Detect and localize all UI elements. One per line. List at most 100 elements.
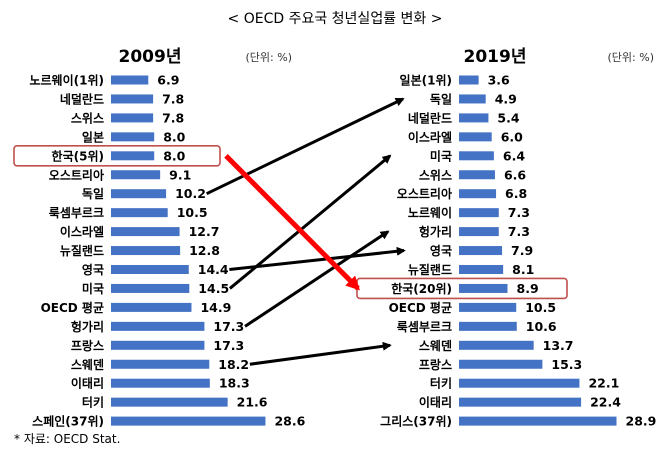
bar-2009-category-label: 미국 [82, 281, 104, 296]
bar-2019-category-label: 스위스 [419, 168, 452, 182]
bar-2019-category-label: 그리스(37위) [380, 414, 452, 429]
bar-2019-bar [459, 75, 479, 85]
bar-2009-category-label: 뉴질랜드 [60, 243, 104, 258]
bar-2009-bar [111, 208, 168, 218]
bar-2019-value-label: 6.8 [505, 186, 527, 201]
bar-2019-bar [459, 265, 504, 274]
bar-2019-value-label: 6.0 [501, 129, 523, 144]
bar-2019-value-label: 22.4 [590, 395, 621, 410]
bar-2019-category-label: 독일 [430, 92, 452, 106]
bar-2009-value-label: 12.8 [189, 243, 220, 258]
chart-title: < OECD 주요국 청년실업률 변화 > [228, 11, 443, 27]
bar-2019-value-label: 13.7 [543, 338, 574, 353]
bar-2009-value-label: 17.3 [213, 319, 244, 334]
bar-2019-category-label: 일본(1위) [400, 74, 452, 88]
panel-2019-unit: (단위: %) [608, 51, 654, 64]
bar-2019-value-label: 6.4 [503, 148, 525, 163]
bar-2019-category-label: 프랑스 [419, 358, 452, 372]
bar-2009-value-label: 7.8 [162, 110, 184, 125]
bar-2009-value-label: 8.0 [163, 148, 185, 163]
bar-2019-bar [459, 302, 517, 312]
bar-2009-highlight-box [13, 145, 221, 167]
bar-2019-bar [459, 208, 499, 218]
panel-2009-title: 2009년 [119, 47, 182, 67]
bar-2009-category-label: 이태리 [71, 376, 104, 391]
bar-2019-value-label: 15.3 [551, 357, 582, 372]
bar-2009-value-label: 18.2 [218, 357, 249, 372]
bar-2009-bar [111, 189, 167, 199]
bar-2009-value-label: 28.6 [274, 414, 305, 429]
panel-2009-bars: 노르웨이(1위) 6.9 네덜란드 7.8 스위스 7.8 일본 8.0 한국(5위) 8.0 오스… [13, 73, 306, 429]
bar-2019-value-label: 3.6 [488, 73, 510, 88]
bar-2009-category-label: 노르웨이(1위) [29, 73, 104, 88]
panel-2019-title: 2019년 [464, 47, 527, 67]
bar-2009-category-label: 스웨덴 [71, 357, 104, 372]
bar-2019-bar [459, 359, 543, 369]
bar-2019-value-label: 4.9 [495, 91, 517, 106]
bar-2019-category-label: 뉴질랜드 [408, 262, 452, 277]
bar-2019-bar [459, 378, 580, 388]
bar-2019-value-label: 7.9 [511, 243, 533, 258]
bar-2019-value-label: 22.1 [588, 376, 619, 391]
bar-2019-value-label: 10.5 [525, 300, 556, 315]
bar-2009-bar [111, 416, 266, 426]
bar-2019-category-label: 스웨덴 [419, 338, 452, 353]
bar-2009-value-label: 21.6 [237, 395, 268, 410]
rank-arrow [244, 230, 390, 328]
bar-2019-category-label: 한국(20위) [391, 281, 452, 296]
bar-2009-bar [111, 132, 155, 142]
bar-2019-bar [459, 94, 486, 104]
bar-2019-bar [459, 132, 492, 142]
bar-2019-bar [459, 189, 497, 199]
bar-2009-value-label: 14.4 [198, 262, 229, 277]
panel-2009-unit: (단위: %) [246, 51, 292, 64]
bar-2009-value-label: 17.3 [213, 338, 244, 353]
bar-2019-bar [459, 416, 617, 426]
bar-2009-bar [111, 340, 205, 350]
bar-2009-category-label: 일본 [82, 130, 104, 144]
bar-2019-bar [459, 227, 499, 237]
bar-2019-category-label: 룩셈부르크 [397, 319, 452, 334]
bar-2009-value-label: 10.5 [177, 205, 208, 220]
bar-2009-value-label: 9.1 [169, 167, 191, 182]
bar-2009-bar [111, 283, 190, 293]
rank-arrow [249, 341, 392, 366]
bar-2019-value-label: 8.1 [512, 262, 534, 277]
bar-2009-bar [111, 321, 205, 331]
bar-2009-category-label: 헝가리 [71, 319, 104, 334]
bar-2019-value-label: 28.9 [626, 414, 657, 429]
bar-2019-bar [459, 246, 503, 256]
bar-2009-value-label: 6.9 [157, 73, 179, 88]
bar-2019-value-label: 7.3 [508, 205, 530, 220]
bar-2019-bar [459, 340, 534, 350]
bar-2009-value-label: 12.7 [189, 224, 220, 239]
bar-2019-value-label: 10.6 [526, 319, 557, 334]
bar-2009-category-label: 영국 [82, 262, 104, 277]
bar-2019-category-label: 터키 [430, 376, 452, 391]
bar-2009-bar [111, 170, 161, 180]
bar-2019-category-label: OECD 평균 [389, 301, 452, 315]
bar-2009-bar [111, 265, 189, 274]
bar-2009-value-label: 18.3 [219, 376, 250, 391]
bar-2009-category-label: 이스라엘 [60, 224, 104, 239]
bar-2019-bar [459, 113, 489, 123]
bar-2009-category-label: 스페인(37위) [32, 414, 104, 429]
bar-2019-value-label: 6.6 [504, 167, 526, 182]
bar-2019-bar [459, 151, 494, 161]
bar-2009-bar [111, 113, 154, 123]
bar-2009-bar [111, 94, 154, 104]
bar-2009-bar [111, 151, 155, 161]
bar-2009-category-label: 오스트리아 [49, 167, 104, 182]
bar-2019-bar [459, 397, 582, 407]
bar-2019-value-label: 7.3 [508, 224, 530, 239]
bar-2009-category-label: 룩셈부르크 [49, 205, 104, 220]
bar-2009-category-label: 한국(5위) [52, 148, 104, 163]
bar-2009-bar [111, 359, 210, 369]
bar-2019-bar [459, 283, 508, 293]
bar-2009-value-label: 7.8 [162, 91, 184, 106]
panel-2019-bars: 일본(1위) 3.6 독일 4.9 네덜란드 5.4 이스라엘 6.0 미국 6.4 스위스 6.6 오… [356, 73, 657, 429]
bar-2019-bar [459, 321, 517, 331]
bar-2019-category-label: 영국 [430, 243, 452, 258]
korea-rank-arrow [224, 154, 360, 291]
